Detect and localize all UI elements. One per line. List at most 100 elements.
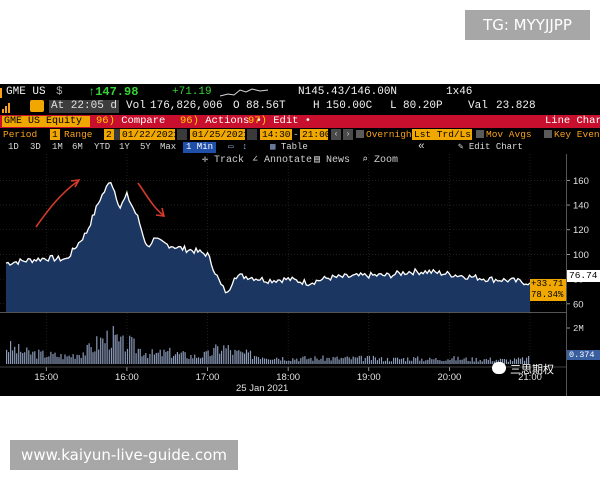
volume-bar — [324, 360, 326, 364]
key-events-toggle[interactable]: Key Events — [544, 129, 600, 140]
y-tick-label-100: 100 — [573, 250, 589, 261]
time-from-field[interactable]: 14:30 — [260, 129, 292, 140]
range-1d[interactable]: 1D — [8, 142, 19, 152]
overnight-checkbox[interactable] — [356, 130, 364, 138]
volume-bar — [328, 357, 330, 364]
volume-bar — [370, 360, 372, 364]
track-button[interactable]: ✛ Track — [202, 155, 244, 167]
table-icon: ▦ — [270, 142, 276, 152]
table-button[interactable]: ▦ Table — [270, 142, 308, 153]
volume-bar — [326, 357, 328, 364]
key-events-checkbox[interactable] — [544, 130, 552, 138]
range-max[interactable]: Max — [160, 142, 177, 152]
volume-bar — [135, 353, 137, 364]
volume-bar — [451, 358, 453, 364]
x-tick-label-19:00: 19:00 — [357, 372, 381, 383]
range-field[interactable]: 2 — [104, 129, 114, 140]
compare-button[interactable]: 96) Compare — [96, 115, 165, 128]
volume-bar — [384, 360, 387, 364]
security-field[interactable]: GME US Equity — [2, 116, 90, 127]
last-trade-selector[interactable]: Lst Trd/Lst P — [412, 129, 489, 140]
calendar-from-icon[interactable] — [177, 129, 187, 140]
interval-selector[interactable]: 1 Min — [183, 142, 217, 153]
volume-bar — [495, 359, 497, 364]
period-bar: Period 1 Range 2 01/22/2021 01/25/2021 1… — [0, 129, 600, 141]
edit-chart-button[interactable]: ✎ Edit Chart — [458, 142, 523, 153]
chart-style-icon[interactable]: ▭ — [228, 142, 234, 152]
ticker-label: GME US — [6, 86, 46, 98]
next-button[interactable]: › — [343, 129, 353, 140]
value-label: Val — [468, 100, 488, 112]
volume-bar — [131, 337, 133, 364]
date-label: 25 Jan 2021 — [236, 383, 289, 394]
volume-bar — [350, 359, 352, 364]
annotate-button[interactable]: ∠ Annotate — [252, 155, 312, 167]
date-from-field[interactable]: 01/22/2021 — [120, 129, 180, 140]
range-6m[interactable]: 6M — [72, 142, 83, 152]
volume-bar — [449, 360, 451, 364]
volume-bar — [266, 358, 268, 364]
price-change: +71.19 — [172, 86, 212, 98]
volume-bar — [304, 356, 306, 364]
y-tick-label-120: 120 — [573, 225, 589, 236]
range-5y[interactable]: 5Y — [140, 142, 151, 152]
alert-icon[interactable] — [30, 100, 44, 112]
mov-avgs-label: Mov Avgs — [486, 129, 532, 140]
volume-bar — [184, 352, 186, 364]
volume-bar — [292, 358, 294, 364]
overnight-toggle[interactable]: Overnight — [356, 129, 417, 140]
zoom-label: Zoom — [374, 155, 399, 166]
date-to-field[interactable]: 01/25/2021 — [190, 129, 250, 140]
x-tick-label-16:00: 16:00 — [115, 372, 139, 383]
prev-button[interactable]: ‹ — [331, 129, 341, 140]
volume-bar — [141, 356, 143, 364]
period-field[interactable]: 1 — [50, 129, 60, 140]
volume-bar — [255, 356, 258, 364]
volume-bar — [513, 358, 516, 364]
volume-bar — [44, 357, 46, 364]
value-value: 23.828 — [496, 100, 536, 112]
range-1y[interactable]: 1Y — [119, 142, 130, 152]
zoom-button[interactable]: ⌕ Zoom — [362, 155, 398, 167]
range-ytd[interactable]: YTD — [94, 142, 111, 152]
news-button[interactable]: ▤ News — [314, 155, 350, 167]
range-dropdown[interactable] — [114, 129, 124, 140]
volume-bar — [137, 348, 139, 364]
volume-bar — [298, 361, 300, 364]
volume-bar — [217, 346, 219, 364]
wechat-logo-icon — [492, 362, 506, 374]
volume-bar — [68, 355, 70, 364]
volume-bar — [356, 357, 358, 364]
range-1m[interactable]: 1M — [52, 142, 63, 152]
annotate-label: Annotate — [264, 155, 313, 166]
volume-bar — [401, 358, 403, 364]
volume-bar — [505, 359, 507, 364]
quote-row: GME US $ ↑147.98 +71.19 N145.43/146.00N … — [0, 85, 600, 99]
volume-bar — [139, 348, 141, 364]
volume-bar — [236, 350, 238, 364]
volume-bar — [6, 349, 8, 364]
edit-button[interactable]: 97) Edit • — [248, 115, 311, 128]
moving-averages-toggle[interactable]: Mov Avgs — [476, 129, 532, 140]
volume-bar — [477, 361, 479, 364]
high-label: H — [313, 100, 320, 112]
chart-scale-icon[interactable]: ↕ — [242, 142, 248, 152]
volume-bar — [167, 351, 169, 364]
collapse-icon[interactable]: « — [418, 141, 425, 153]
volume-bar — [358, 355, 360, 364]
actions-button[interactable]: 96) Actions • — [180, 115, 262, 128]
bloomberg-terminal: GME US $ ↑147.98 +71.19 N145.43/146.00N … — [0, 84, 600, 396]
volume-bar — [517, 357, 520, 364]
volume-bar — [507, 361, 509, 364]
volume-bar — [483, 359, 485, 364]
volume-bar — [155, 352, 157, 364]
volume-bar — [509, 359, 511, 364]
time-to-field[interactable]: 21:00 — [300, 129, 331, 140]
volume-bar — [234, 349, 236, 364]
price-chart[interactable]: 6080100120140160 15:0016:0017:0018:0019:… — [0, 84, 600, 396]
volume-bar — [62, 359, 64, 364]
volume-bar — [310, 357, 312, 364]
calendar-to-icon[interactable] — [247, 129, 257, 140]
range-3d[interactable]: 3D — [30, 142, 41, 152]
mov-avgs-checkbox[interactable] — [476, 130, 484, 138]
